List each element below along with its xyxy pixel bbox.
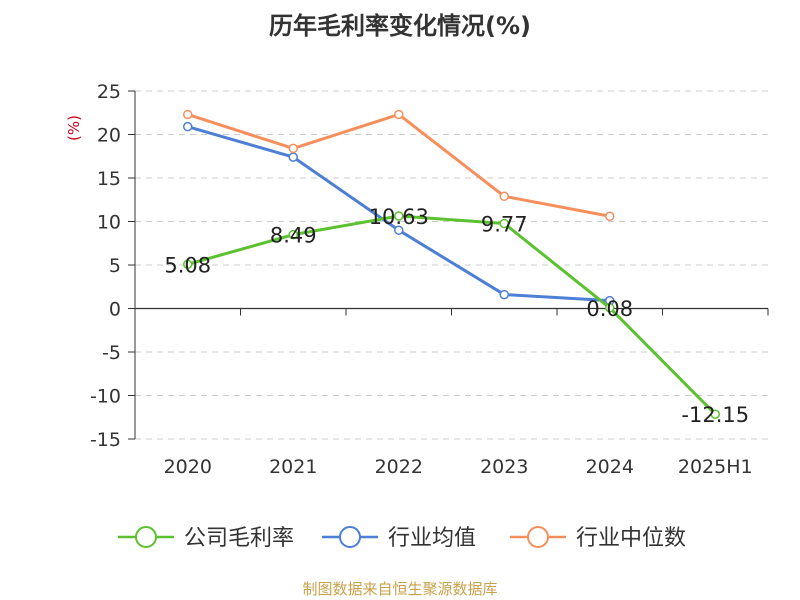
legend: 公司毛利率 行业均值 行业中位数 xyxy=(118,526,686,551)
grid-lines xyxy=(135,90,768,440)
y-tick-label: -10 xyxy=(90,386,121,408)
legend-label: 公司毛利率 xyxy=(184,526,294,551)
y-tick-label: 0 xyxy=(109,299,121,321)
series-line-0 xyxy=(187,214,717,416)
data-label: 10.63 xyxy=(369,205,429,229)
data-point xyxy=(288,152,298,162)
data-point xyxy=(394,109,404,120)
y-axis-label: (%) xyxy=(65,115,83,141)
x-tick-label: 2023 xyxy=(480,456,528,478)
legend-marker xyxy=(527,526,549,548)
legend-label: 行业均值 xyxy=(388,526,476,551)
y-tick-label: 10 xyxy=(97,212,121,234)
legend-label: 行业中位数 xyxy=(576,526,686,551)
data-point xyxy=(499,218,509,229)
legend-item-2: 行业中位数 xyxy=(510,526,686,551)
legend-item-0: 公司毛利率 xyxy=(118,526,294,551)
y-tick-label: -15 xyxy=(90,429,121,451)
data-point xyxy=(183,121,193,132)
legend-marker xyxy=(135,526,157,548)
data-point xyxy=(499,289,509,300)
data-label: 9.77 xyxy=(481,213,528,237)
legend-marker xyxy=(339,526,361,548)
data-point xyxy=(183,259,193,270)
series-lines xyxy=(183,109,720,419)
data-source-note: 制图数据来自恒生聚源数据库 xyxy=(302,580,498,598)
y-tick-label: 15 xyxy=(97,168,121,190)
x-tick-label: 2024 xyxy=(586,456,634,478)
y-tick-label: 20 xyxy=(97,125,121,147)
y-tick-label: 25 xyxy=(97,81,121,103)
x-tick-label: 2020 xyxy=(164,456,212,478)
y-tick-label: -5 xyxy=(102,342,121,364)
data-point xyxy=(288,143,298,154)
data-point xyxy=(394,225,404,235)
data-point xyxy=(499,191,509,202)
data-label: 8.49 xyxy=(270,224,317,248)
data-point xyxy=(605,303,615,313)
x-tick-label: 2022 xyxy=(375,456,423,478)
series-line-2 xyxy=(187,112,611,218)
data-label: 5.08 xyxy=(164,253,211,277)
legend-item-1: 行业均值 xyxy=(322,526,476,551)
data-point xyxy=(710,409,720,419)
data-label: 0.08 xyxy=(586,297,633,321)
data-point xyxy=(183,109,193,120)
y-tick-label: 5 xyxy=(109,255,121,277)
x-tick-label: 2025H1 xyxy=(678,456,753,478)
data-point xyxy=(288,229,298,240)
chart-title: 历年毛利率变化情况(%) xyxy=(269,12,531,40)
x-tick-label: 2021 xyxy=(269,456,317,478)
data-labels: 5.08 8.49 10.63 9.77 0.08 -12.15 xyxy=(164,205,749,427)
data-point xyxy=(394,211,404,221)
axes: 25 20 15 10 5 0 -5 -10 -15 (%) 2020 2021 2022 2023 202… xyxy=(65,81,769,478)
data-label: -12.15 xyxy=(681,403,749,427)
data-point xyxy=(605,211,615,222)
